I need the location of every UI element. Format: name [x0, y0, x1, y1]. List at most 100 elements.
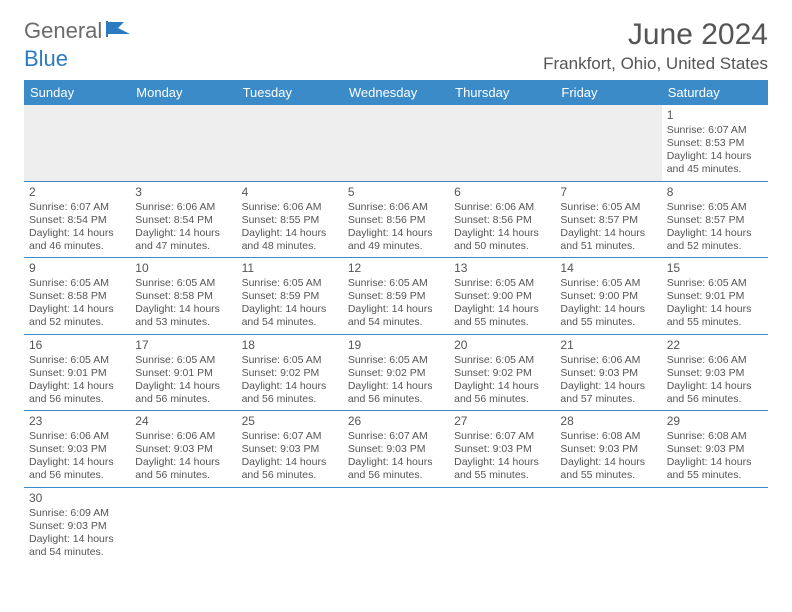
daylight-text: Daylight: 14 hours and 56 minutes. — [667, 380, 763, 406]
calendar-day-cell: 29Sunrise: 6:08 AMSunset: 9:03 PMDayligh… — [662, 411, 768, 488]
sunset-text: Sunset: 8:54 PM — [135, 214, 231, 227]
sunrise-text: Sunrise: 6:08 AM — [560, 430, 656, 443]
daylight-text: Daylight: 14 hours and 55 minutes. — [454, 303, 550, 329]
calendar-day-cell — [237, 105, 343, 181]
calendar-week-row: 23Sunrise: 6:06 AMSunset: 9:03 PMDayligh… — [24, 411, 768, 488]
sunset-text: Sunset: 8:53 PM — [667, 137, 763, 150]
calendar-day-cell: 28Sunrise: 6:08 AMSunset: 9:03 PMDayligh… — [555, 411, 661, 488]
sunset-text: Sunset: 9:00 PM — [454, 290, 550, 303]
sunset-text: Sunset: 8:57 PM — [560, 214, 656, 227]
day-number: 2 — [29, 185, 125, 200]
daylight-text: Daylight: 14 hours and 56 minutes. — [135, 456, 231, 482]
day-number: 14 — [560, 261, 656, 276]
calendar-day-cell — [343, 487, 449, 563]
day-number: 22 — [667, 338, 763, 353]
sunset-text: Sunset: 9:01 PM — [135, 367, 231, 380]
calendar-day-cell: 10Sunrise: 6:05 AMSunset: 8:58 PMDayligh… — [130, 258, 236, 335]
day-number: 6 — [454, 185, 550, 200]
calendar-day-cell: 24Sunrise: 6:06 AMSunset: 9:03 PMDayligh… — [130, 411, 236, 488]
sunset-text: Sunset: 9:03 PM — [135, 443, 231, 456]
sunrise-text: Sunrise: 6:07 AM — [348, 430, 444, 443]
calendar-day-cell: 2Sunrise: 6:07 AMSunset: 8:54 PMDaylight… — [24, 181, 130, 258]
day-number: 18 — [242, 338, 338, 353]
calendar-day-cell: 15Sunrise: 6:05 AMSunset: 9:01 PMDayligh… — [662, 258, 768, 335]
calendar-day-cell: 8Sunrise: 6:05 AMSunset: 8:57 PMDaylight… — [662, 181, 768, 258]
sunrise-text: Sunrise: 6:05 AM — [667, 277, 763, 290]
daylight-text: Daylight: 14 hours and 50 minutes. — [454, 227, 550, 253]
sunset-text: Sunset: 9:03 PM — [560, 443, 656, 456]
day-number: 9 — [29, 261, 125, 276]
calendar-day-cell — [662, 487, 768, 563]
sunrise-text: Sunrise: 6:05 AM — [560, 277, 656, 290]
daylight-text: Daylight: 14 hours and 56 minutes. — [348, 380, 444, 406]
day-number: 19 — [348, 338, 444, 353]
sunset-text: Sunset: 9:03 PM — [242, 443, 338, 456]
calendar-day-cell: 30Sunrise: 6:09 AMSunset: 9:03 PMDayligh… — [24, 487, 130, 563]
calendar-day-cell: 5Sunrise: 6:06 AMSunset: 8:56 PMDaylight… — [343, 181, 449, 258]
sunset-text: Sunset: 8:56 PM — [454, 214, 550, 227]
daylight-text: Daylight: 14 hours and 57 minutes. — [560, 380, 656, 406]
calendar-day-cell: 18Sunrise: 6:05 AMSunset: 9:02 PMDayligh… — [237, 334, 343, 411]
sunset-text: Sunset: 9:01 PM — [29, 367, 125, 380]
calendar-body: 1Sunrise: 6:07 AMSunset: 8:53 PMDaylight… — [24, 105, 768, 563]
sunrise-text: Sunrise: 6:05 AM — [667, 201, 763, 214]
day-number: 17 — [135, 338, 231, 353]
sunset-text: Sunset: 9:03 PM — [667, 367, 763, 380]
weekday-header: Tuesday — [237, 80, 343, 105]
sunset-text: Sunset: 9:03 PM — [667, 443, 763, 456]
calendar-day-cell: 20Sunrise: 6:05 AMSunset: 9:02 PMDayligh… — [449, 334, 555, 411]
sunrise-text: Sunrise: 6:09 AM — [29, 507, 125, 520]
sunrise-text: Sunrise: 6:06 AM — [560, 354, 656, 367]
sunset-text: Sunset: 8:54 PM — [29, 214, 125, 227]
daylight-text: Daylight: 14 hours and 49 minutes. — [348, 227, 444, 253]
sunset-text: Sunset: 8:58 PM — [135, 290, 231, 303]
daylight-text: Daylight: 14 hours and 45 minutes. — [667, 150, 763, 176]
day-number: 27 — [454, 414, 550, 429]
daylight-text: Daylight: 14 hours and 56 minutes. — [29, 380, 125, 406]
sunrise-text: Sunrise: 6:05 AM — [560, 201, 656, 214]
calendar-header-row: SundayMondayTuesdayWednesdayThursdayFrid… — [24, 80, 768, 105]
sunrise-text: Sunrise: 6:06 AM — [454, 201, 550, 214]
daylight-text: Daylight: 14 hours and 48 minutes. — [242, 227, 338, 253]
day-number: 15 — [667, 261, 763, 276]
daylight-text: Daylight: 14 hours and 55 minutes. — [560, 456, 656, 482]
sunset-text: Sunset: 9:03 PM — [454, 443, 550, 456]
sunset-text: Sunset: 8:59 PM — [242, 290, 338, 303]
calendar-day-cell: 6Sunrise: 6:06 AMSunset: 8:56 PMDaylight… — [449, 181, 555, 258]
month-title: June 2024 — [543, 18, 768, 52]
calendar-day-cell: 16Sunrise: 6:05 AMSunset: 9:01 PMDayligh… — [24, 334, 130, 411]
daylight-text: Daylight: 14 hours and 51 minutes. — [560, 227, 656, 253]
page-header: General June 2024 Frankfort, Ohio, Unite… — [24, 18, 768, 74]
sunset-text: Sunset: 9:03 PM — [348, 443, 444, 456]
sunrise-text: Sunrise: 6:05 AM — [29, 277, 125, 290]
weekday-header: Friday — [555, 80, 661, 105]
daylight-text: Daylight: 14 hours and 52 minutes. — [29, 303, 125, 329]
sunset-text: Sunset: 9:02 PM — [242, 367, 338, 380]
day-number: 21 — [560, 338, 656, 353]
calendar-table: SundayMondayTuesdayWednesdayThursdayFrid… — [24, 80, 768, 563]
day-number: 1 — [667, 108, 763, 123]
sunset-text: Sunset: 8:55 PM — [242, 214, 338, 227]
daylight-text: Daylight: 14 hours and 56 minutes. — [454, 380, 550, 406]
sunrise-text: Sunrise: 6:06 AM — [242, 201, 338, 214]
day-number: 7 — [560, 185, 656, 200]
daylight-text: Daylight: 14 hours and 56 minutes. — [242, 380, 338, 406]
calendar-day-cell: 7Sunrise: 6:05 AMSunset: 8:57 PMDaylight… — [555, 181, 661, 258]
weekday-header: Sunday — [24, 80, 130, 105]
weekday-header: Saturday — [662, 80, 768, 105]
sunrise-text: Sunrise: 6:05 AM — [135, 277, 231, 290]
day-number: 30 — [29, 491, 125, 506]
calendar-day-cell: 27Sunrise: 6:07 AMSunset: 9:03 PMDayligh… — [449, 411, 555, 488]
calendar-day-cell — [449, 487, 555, 563]
location-subtitle: Frankfort, Ohio, United States — [543, 54, 768, 74]
calendar-day-cell: 13Sunrise: 6:05 AMSunset: 9:00 PMDayligh… — [449, 258, 555, 335]
sunset-text: Sunset: 9:01 PM — [667, 290, 763, 303]
day-number: 10 — [135, 261, 231, 276]
daylight-text: Daylight: 14 hours and 55 minutes. — [560, 303, 656, 329]
day-number: 20 — [454, 338, 550, 353]
calendar-day-cell — [343, 105, 449, 181]
logo-flag-icon — [106, 18, 132, 44]
calendar-week-row: 1Sunrise: 6:07 AMSunset: 8:53 PMDaylight… — [24, 105, 768, 181]
daylight-text: Daylight: 14 hours and 53 minutes. — [135, 303, 231, 329]
daylight-text: Daylight: 14 hours and 56 minutes. — [348, 456, 444, 482]
